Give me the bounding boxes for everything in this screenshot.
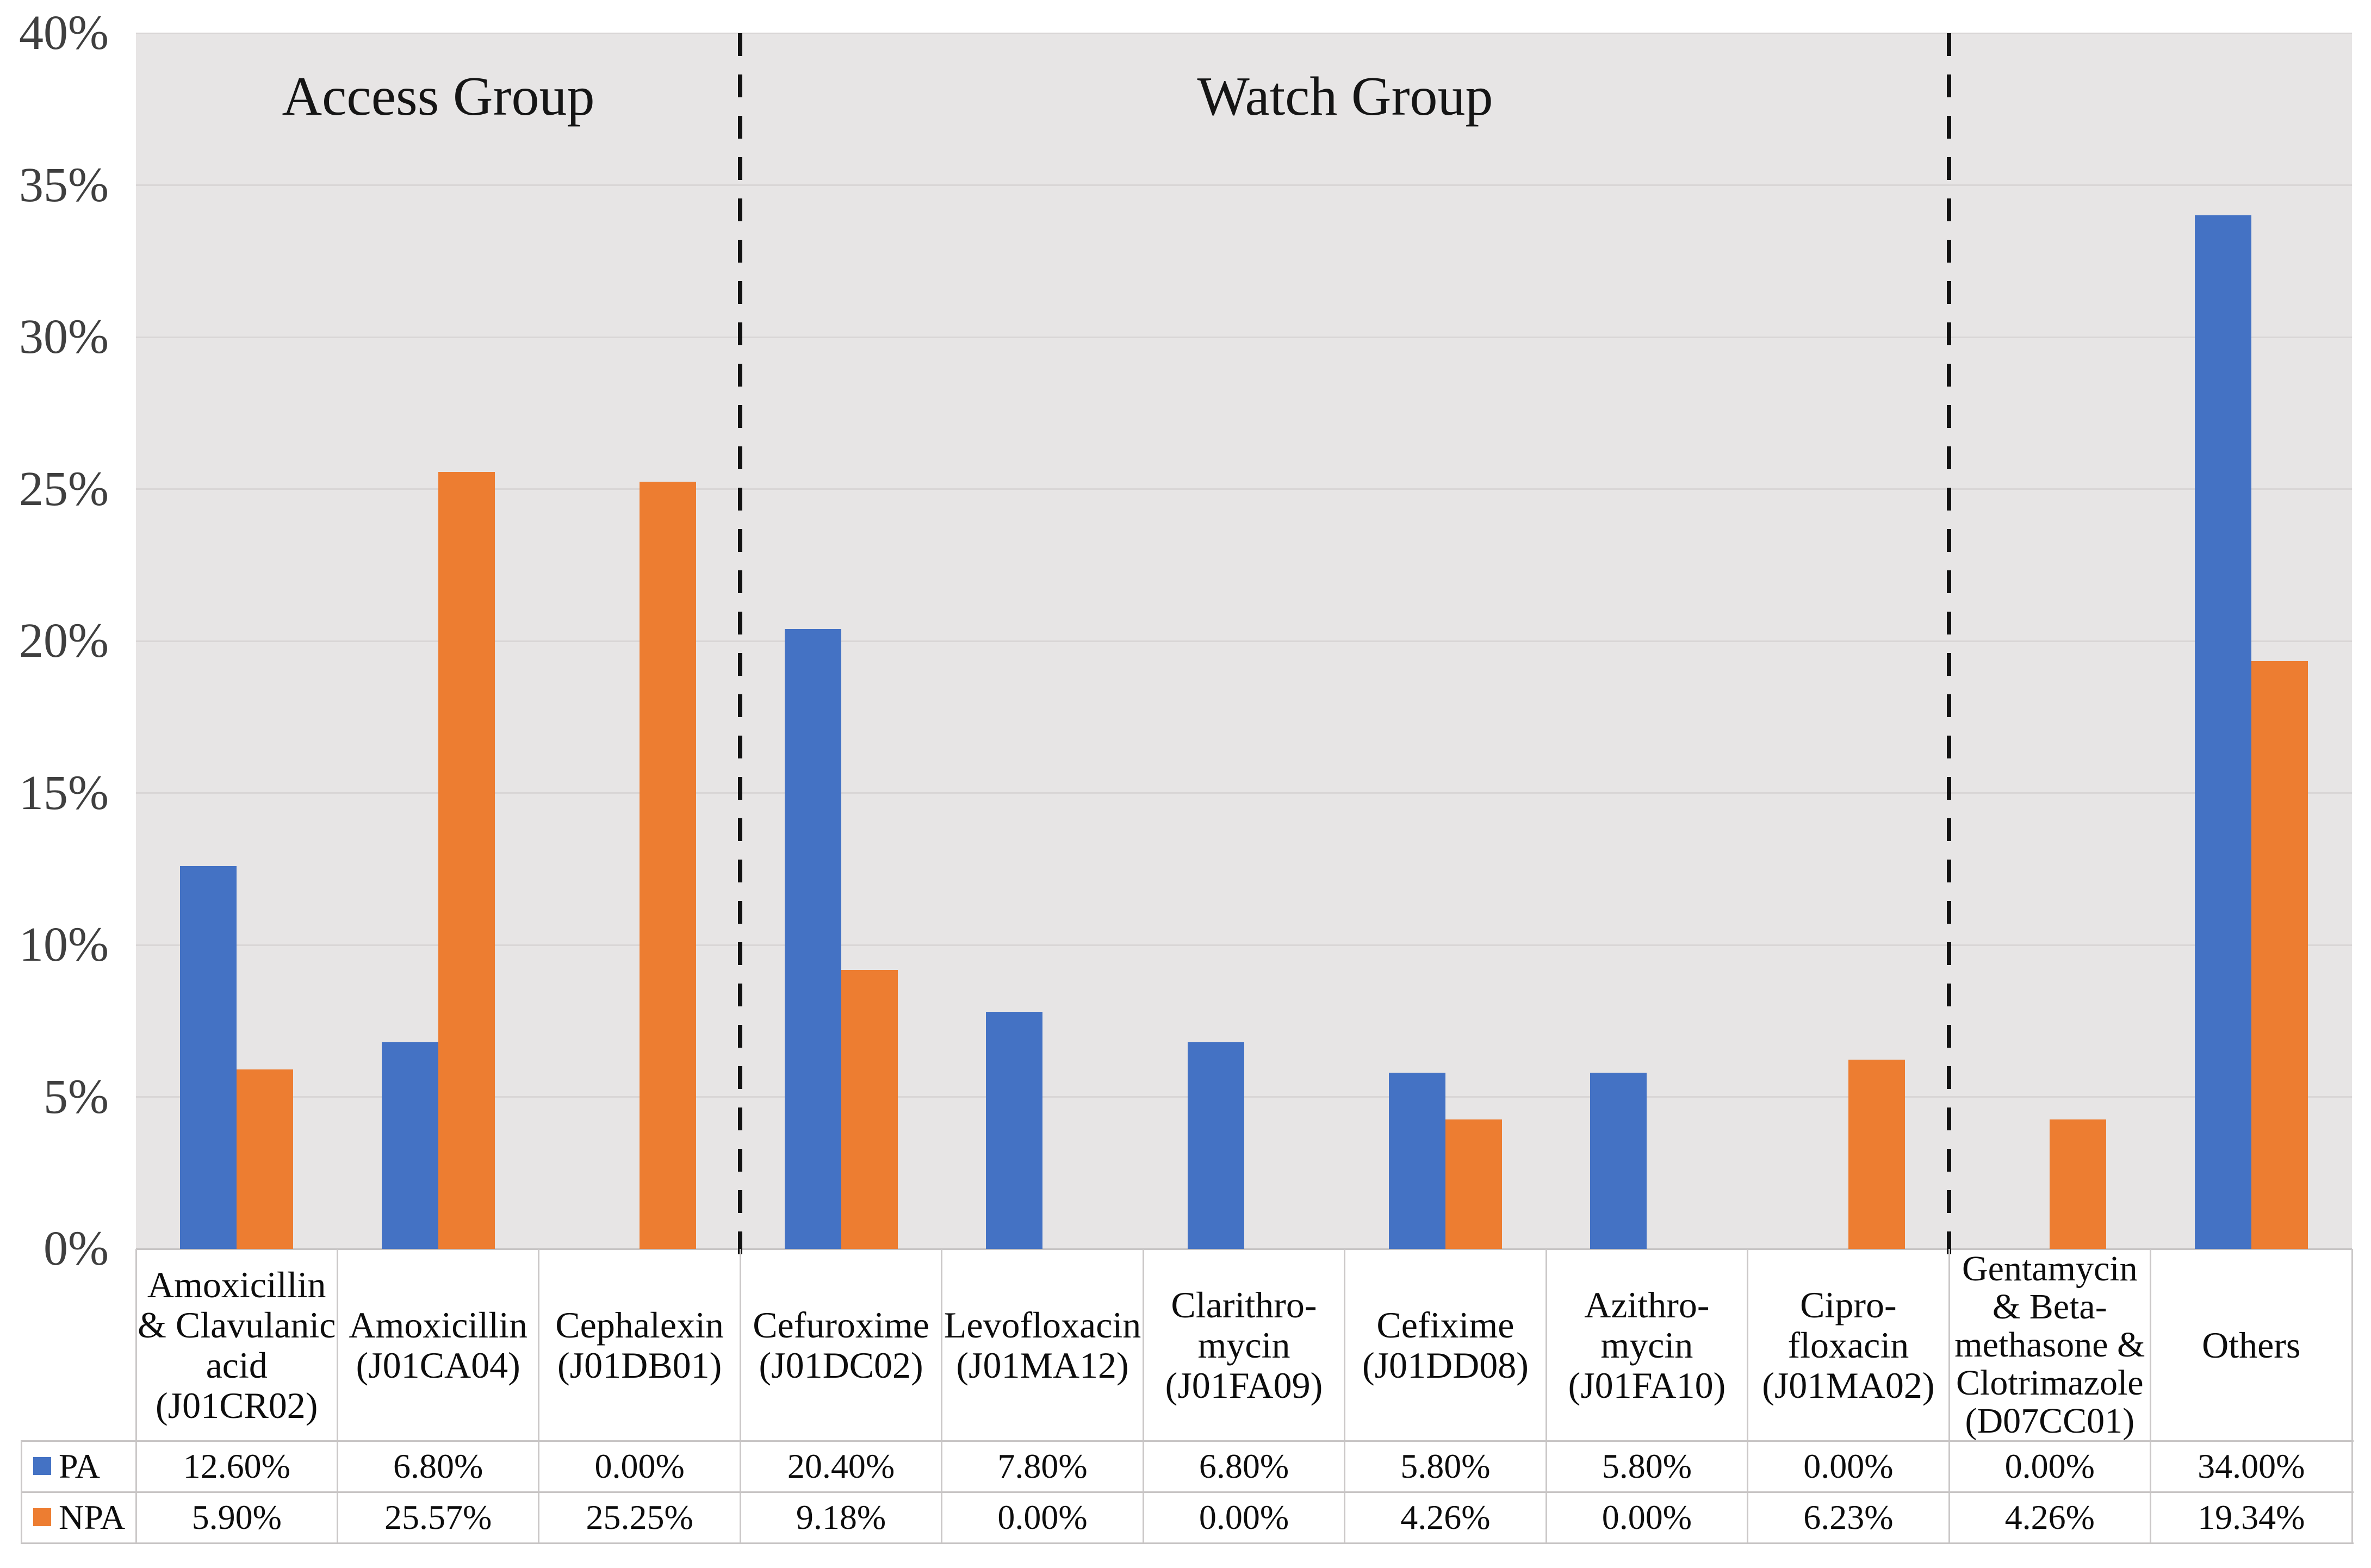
gridline-30%	[136, 336, 2352, 338]
pa-bar-2	[381, 1042, 438, 1249]
column-separator-8	[1747, 1249, 1749, 1543]
x-axis-line	[136, 1248, 2352, 1250]
npa-bar-1	[237, 1069, 294, 1249]
npa-bar-3	[640, 481, 697, 1249]
category-label: Cipro- floxacin (J01MA02)	[1762, 1284, 1935, 1406]
npa-value-cell-3: 25.25%	[586, 1497, 693, 1536]
y-tick-label-35%: 35%	[19, 158, 109, 212]
pa-bar-5	[986, 1011, 1043, 1249]
y-tick-label-0%: 0%	[44, 1222, 109, 1275]
y-tick-label-20%: 20%	[19, 614, 109, 668]
gridline-20%	[136, 640, 2352, 642]
column-separator-10	[2150, 1249, 2152, 1543]
category-label: Amoxicillin (J01CA04)	[349, 1304, 527, 1386]
pa-value-cell-2: 6.80%	[393, 1446, 483, 1485]
column-separator-4	[941, 1249, 943, 1543]
gridline-5%	[136, 1096, 2352, 1098]
npa-series-name: NPA	[59, 1497, 126, 1536]
pa-value-cell-10: 0.00%	[2004, 1446, 2095, 1485]
category-label: Levofloxacin (J01MA12)	[944, 1304, 1141, 1386]
category-label: Cephalexin (J01DB01)	[555, 1304, 724, 1386]
column-separator-6	[1344, 1249, 1346, 1543]
y-tick-label-10%: 10%	[19, 918, 109, 972]
npa-legend-swatch-icon	[33, 1508, 51, 1526]
pa-bar-1	[180, 866, 237, 1249]
npa-value-cell-11: 19.34%	[2198, 1497, 2305, 1536]
npa-value-cell-1: 5.90%	[191, 1497, 282, 1536]
access-group-label: Access Group	[282, 66, 595, 127]
pa-value-cell-9: 0.00%	[1803, 1446, 1894, 1485]
category-label: Clarithro- mycin (J01FA09)	[1165, 1284, 1323, 1406]
npa-bar-2	[438, 471, 495, 1249]
npa-bar-10	[2050, 1119, 2107, 1249]
table-border-h-2	[21, 1542, 2354, 1544]
pa-legend-row-label: PA	[22, 1441, 136, 1491]
pa-bar-8	[1590, 1072, 1647, 1249]
npa-bar-4	[841, 969, 898, 1249]
npa-value-cell-9: 6.23%	[1803, 1497, 1894, 1536]
y-tick-label-40%: 40%	[19, 6, 109, 60]
npa-bar-11	[2251, 661, 2308, 1249]
npa-legend-row-label: NPA	[22, 1492, 136, 1542]
y-tick-label-5%: 5%	[44, 1069, 109, 1124]
column-separator-3	[739, 1249, 741, 1543]
pa-bar-4	[784, 629, 841, 1249]
category-label: Others	[2202, 1324, 2301, 1366]
pa-value-cell-5: 7.80%	[997, 1446, 1088, 1485]
column-separator-11	[2351, 1249, 2353, 1543]
category-label: Cefuroxime (J01DC02)	[753, 1304, 929, 1386]
table-border-left	[21, 1441, 22, 1543]
table-border-h-0	[21, 1440, 2354, 1442]
category-label: Amoxicillin & Clavulanic acid (J01CR02)	[137, 1264, 336, 1426]
pa-value-cell-4: 20.40%	[787, 1446, 895, 1485]
npa-value-cell-2: 25.57%	[384, 1497, 492, 1536]
pa-value-cell-7: 5.80%	[1400, 1446, 1491, 1485]
category-label: Gentamycin & Beta- methasone & Clotrimaz…	[1954, 1248, 2145, 1441]
gridline-10%	[136, 944, 2352, 946]
gridline-25%	[136, 488, 2352, 490]
pa-bar-7	[1388, 1072, 1445, 1249]
category-label: Azithro- mycin (J01FA10)	[1568, 1284, 1726, 1406]
column-separator-2	[538, 1249, 540, 1543]
pa-bar-6	[1187, 1042, 1244, 1249]
table-border-h-1	[21, 1491, 2354, 1493]
pa-legend-swatch-icon	[33, 1457, 51, 1475]
group-separator-2	[1947, 33, 1952, 1270]
column-separator-7	[1545, 1249, 1547, 1543]
npa-value-cell-8: 0.00%	[1602, 1497, 1692, 1536]
category-label: Cefixime (J01DD08)	[1362, 1304, 1529, 1386]
gridline-15%	[136, 792, 2352, 794]
column-separator-9	[1948, 1249, 1950, 1543]
npa-value-cell-7: 4.26%	[1400, 1497, 1491, 1536]
npa-value-cell-5: 0.00%	[997, 1497, 1088, 1536]
pa-value-cell-3: 0.00%	[594, 1446, 685, 1485]
npa-bar-7	[1445, 1119, 1502, 1249]
pa-value-cell-11: 34.00%	[2198, 1446, 2305, 1485]
npa-bar-9	[1848, 1059, 1905, 1249]
pa-value-cell-8: 5.80%	[1602, 1446, 1692, 1485]
gridline-40%	[136, 32, 2352, 34]
npa-value-cell-6: 0.00%	[1199, 1497, 1289, 1536]
pa-series-name: PA	[59, 1446, 100, 1485]
pa-value-cell-6: 6.80%	[1199, 1446, 1289, 1485]
pa-bar-11	[2194, 215, 2251, 1249]
pa-value-cell-1: 12.60%	[183, 1446, 290, 1485]
group-separator-1	[738, 33, 743, 1270]
y-tick-label-15%: 15%	[19, 766, 109, 820]
y-tick-label-25%: 25%	[19, 462, 109, 516]
watch-group-label: Watch Group	[1197, 66, 1493, 127]
npa-value-cell-10: 4.26%	[2004, 1497, 2095, 1536]
y-tick-label-30%: 30%	[19, 310, 109, 364]
column-separator-5	[1142, 1249, 1144, 1543]
npa-value-cell-4: 9.18%	[796, 1497, 886, 1536]
column-separator-1	[336, 1249, 338, 1543]
column-separator-0	[135, 1249, 137, 1543]
gridline-35%	[136, 184, 2352, 186]
